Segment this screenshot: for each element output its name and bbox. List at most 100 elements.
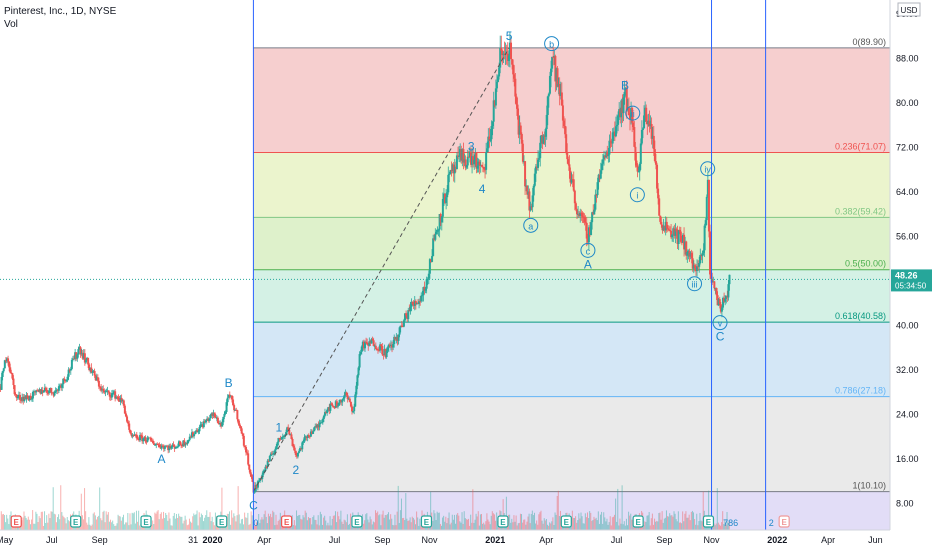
candle-body (653, 149, 656, 162)
candle-body (345, 392, 348, 396)
candle-body (422, 287, 425, 296)
candle-body (506, 53, 509, 61)
candle-body (170, 446, 173, 449)
candle-body (276, 442, 279, 447)
candle-body (347, 398, 350, 400)
candle-body (555, 68, 558, 82)
volume-bar (685, 511, 687, 530)
volume-bar (544, 520, 546, 530)
time-tick: 31 (188, 535, 198, 545)
volume-bar (330, 525, 332, 530)
candle-body (578, 213, 581, 216)
candle-body (529, 206, 532, 211)
volume-bar (680, 522, 682, 530)
volume-bar (248, 524, 250, 530)
candle-body (69, 368, 72, 371)
wave-label-5: 5 (506, 29, 513, 43)
candle-body (29, 395, 32, 399)
volume-bar (256, 522, 258, 530)
volume-bar (301, 519, 303, 530)
candle-body (539, 142, 542, 159)
wave-circle (523, 217, 539, 233)
volume-bar (119, 516, 121, 530)
volume-bar (228, 511, 230, 530)
candle-body (193, 434, 196, 437)
wave-circle (712, 315, 728, 331)
volume-bar (403, 517, 405, 530)
volume-bar (168, 512, 170, 530)
last-price-badge (891, 269, 932, 292)
candle-body (474, 152, 477, 160)
candle-body (91, 371, 94, 373)
volume-bar (86, 522, 88, 530)
volume-bar (511, 518, 513, 530)
candle-body (580, 212, 583, 214)
candle-body (248, 464, 251, 470)
candle-body (327, 407, 330, 410)
volume-bar (475, 513, 477, 530)
volume-bar (490, 515, 492, 530)
volume-bar (541, 520, 543, 530)
candle-body (299, 447, 302, 452)
candle-body (10, 372, 13, 374)
candle-body (561, 105, 564, 121)
candle-body (24, 396, 27, 400)
volume-bar (112, 520, 114, 530)
candle-body (200, 424, 203, 426)
volume-bar (155, 513, 157, 530)
candle-body (333, 407, 336, 409)
candle-body (649, 124, 652, 127)
candle-body (571, 179, 574, 181)
candle-body (595, 194, 598, 196)
volume-bar (337, 511, 339, 530)
volume-bar (487, 519, 489, 530)
candle-body (463, 159, 466, 163)
earnings-marker-box (351, 515, 363, 528)
candle-body (444, 193, 447, 203)
volume-bar (274, 525, 276, 530)
candle-body (600, 163, 603, 171)
candle-body (623, 91, 626, 98)
volume-bar (411, 516, 413, 530)
volume-bar (647, 515, 649, 530)
volume-bar (627, 525, 629, 530)
volume-bar (667, 516, 669, 530)
candle-body (156, 444, 159, 446)
candle-body (412, 304, 415, 306)
volume-bar (209, 512, 211, 530)
volume-bar (54, 514, 56, 530)
fib-zone-0 (253, 47, 890, 153)
volume-bar (369, 516, 371, 530)
candle-body (130, 433, 133, 436)
volume-bar (399, 510, 401, 530)
earnings-marker-box (281, 515, 293, 528)
volume-bar (415, 524, 417, 530)
volume-bar (553, 524, 555, 530)
volume-bar (382, 510, 384, 530)
candle-body (171, 444, 174, 447)
candle-body (351, 406, 354, 412)
candle-body (15, 394, 18, 398)
volume-bar (367, 519, 369, 530)
candle-body (661, 224, 664, 231)
volume-bar (132, 513, 134, 530)
candle-body (557, 84, 560, 87)
candle-body (401, 326, 404, 328)
candle-body (47, 392, 50, 394)
symbol-title[interactable]: Pinterest, Inc., 1D, NYSE (4, 6, 117, 17)
candle-body (81, 352, 84, 359)
candle-body (245, 447, 248, 453)
candle-body (488, 136, 491, 141)
candle-body (117, 396, 120, 400)
volume-bar (93, 512, 95, 530)
volume-bar (433, 510, 435, 530)
candle-body (313, 427, 316, 432)
volume-bar (364, 520, 366, 530)
volume-bar (529, 523, 531, 530)
volume-bar (458, 515, 460, 530)
volume-bar (471, 522, 473, 530)
candle-body (157, 444, 160, 446)
candle-body (703, 225, 706, 251)
candle-body (428, 259, 431, 274)
